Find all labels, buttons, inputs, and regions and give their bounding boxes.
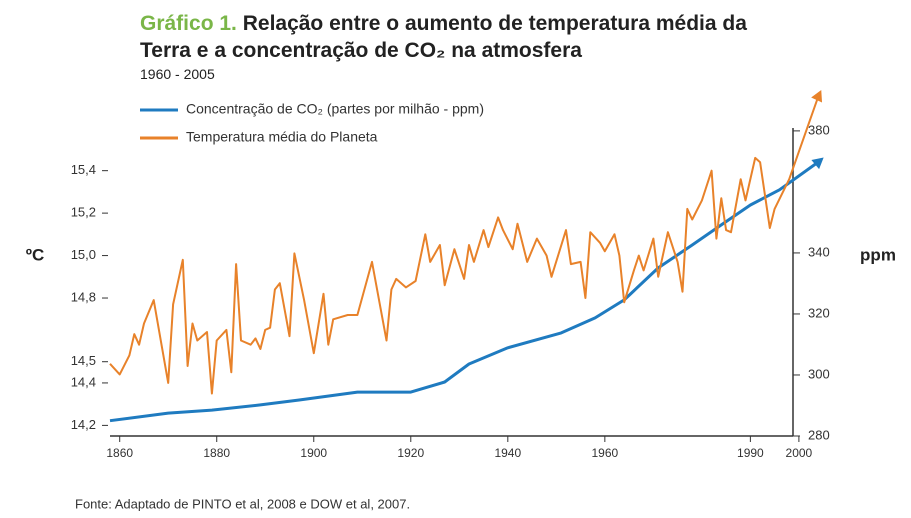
y2-axis-label: ppm	[860, 245, 896, 264]
x-tick-label: 1990	[737, 446, 764, 460]
y-tick-label: 15,2	[71, 205, 96, 220]
y-tick-label: 14,4	[71, 374, 96, 389]
series-line	[109, 96, 820, 395]
source: Fonte: Adaptado de PINTO et al, 2008 e D…	[75, 496, 410, 511]
y-tick-label: 15,4	[71, 162, 96, 177]
y2-tick-label: 280	[808, 427, 830, 442]
legend-label: Concentração de CO₂ (partes por milhão -…	[186, 101, 484, 117]
y2-tick-label: 340	[808, 244, 830, 259]
x-tick-label: 1920	[397, 446, 424, 460]
subtitle: 1960 - 2005	[140, 66, 215, 82]
y-axis-label: ºC	[26, 245, 45, 264]
y-tick-label: 14,5	[71, 353, 96, 368]
series-arrow	[811, 157, 824, 170]
legend-label: Temperatura média do Planeta	[186, 129, 378, 145]
x-tick-label: 1900	[300, 446, 327, 460]
y2-tick-label: 380	[808, 122, 830, 137]
x-tick-label: 1880	[203, 446, 230, 460]
series-arrow	[811, 90, 823, 103]
series-line	[109, 160, 820, 423]
x-tick-label: 1860	[106, 446, 133, 460]
y-tick-label: 14,2	[71, 417, 96, 432]
y2-tick-label: 300	[808, 366, 830, 381]
title-text: Relação entre o aumento de temperatura m…	[140, 12, 747, 62]
y2-tick-label: 320	[808, 305, 830, 320]
y-tick-label: 15,0	[71, 247, 96, 262]
figure-label: Gráfico 1.	[140, 12, 237, 35]
x-tick-label: 1960	[591, 446, 618, 460]
x-tick-label: 1940	[494, 446, 521, 460]
title: Gráfico 1. Relação entre o aumento de te…	[140, 10, 800, 64]
y-tick-label: 14,8	[71, 289, 96, 304]
x-tick-label: 2000	[786, 446, 813, 460]
